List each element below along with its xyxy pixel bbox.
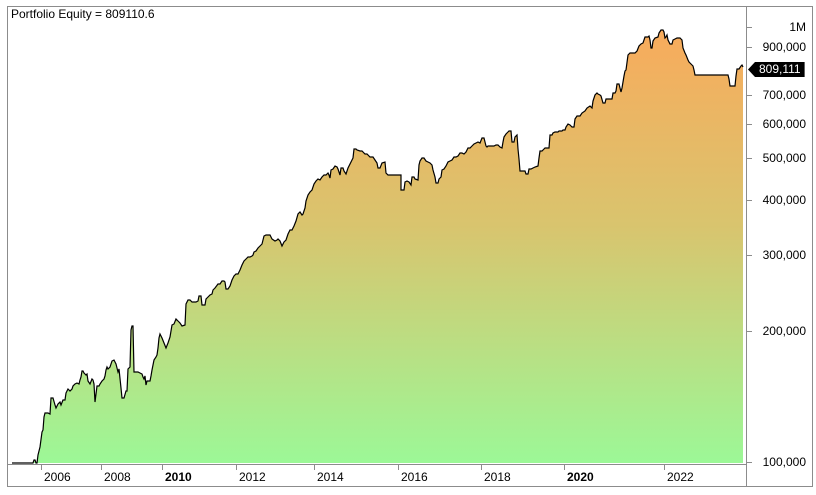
x-axis-line [7, 464, 747, 465]
x-label-2020: 2020 [567, 470, 594, 484]
y-label-1m: 1M [789, 20, 806, 34]
x-tick [481, 465, 482, 470]
y-tick [747, 95, 752, 96]
x-label-2012: 2012 [239, 470, 266, 484]
x-tick [398, 465, 399, 470]
y-tick [747, 124, 752, 125]
y-tick [747, 200, 752, 201]
x-label-2018: 2018 [484, 470, 511, 484]
y-label-600k: 600,000 [762, 117, 806, 131]
y-label-100k: 100,000 [762, 455, 806, 469]
x-tick [101, 465, 102, 470]
y-label-500k: 500,000 [762, 151, 806, 165]
x-label-2006: 2006 [44, 470, 71, 484]
y-tick [747, 255, 752, 256]
y-tick [747, 27, 752, 28]
x-tick [41, 465, 42, 470]
x-label-2016: 2016 [401, 470, 428, 484]
y-tick [747, 47, 752, 48]
x-tick [564, 465, 565, 470]
y-axis-line [746, 6, 747, 487]
y-tick [747, 158, 752, 159]
equity-line [12, 29, 744, 464]
y-label-400k: 400,000 [762, 193, 806, 207]
y-tick [747, 331, 752, 332]
equity-area-fill [12, 30, 743, 463]
y-label-700k: 700,000 [762, 88, 806, 102]
y-label-300k: 300,000 [762, 248, 806, 262]
x-label-2008: 2008 [104, 470, 131, 484]
x-tick [162, 465, 163, 470]
y-label-200k: 200,000 [762, 324, 806, 338]
x-label-2014: 2014 [317, 470, 344, 484]
x-tick [664, 465, 665, 470]
y-label-900k: 900,000 [762, 40, 806, 54]
chart-title: Portfolio Equity = 809110.6 [11, 7, 155, 21]
x-tick [314, 465, 315, 470]
last-value-badge: 809,111 [748, 62, 805, 77]
x-tick [236, 465, 237, 470]
y-tick [747, 462, 752, 463]
x-label-2010: 2010 [165, 470, 192, 484]
x-label-2022: 2022 [667, 470, 694, 484]
